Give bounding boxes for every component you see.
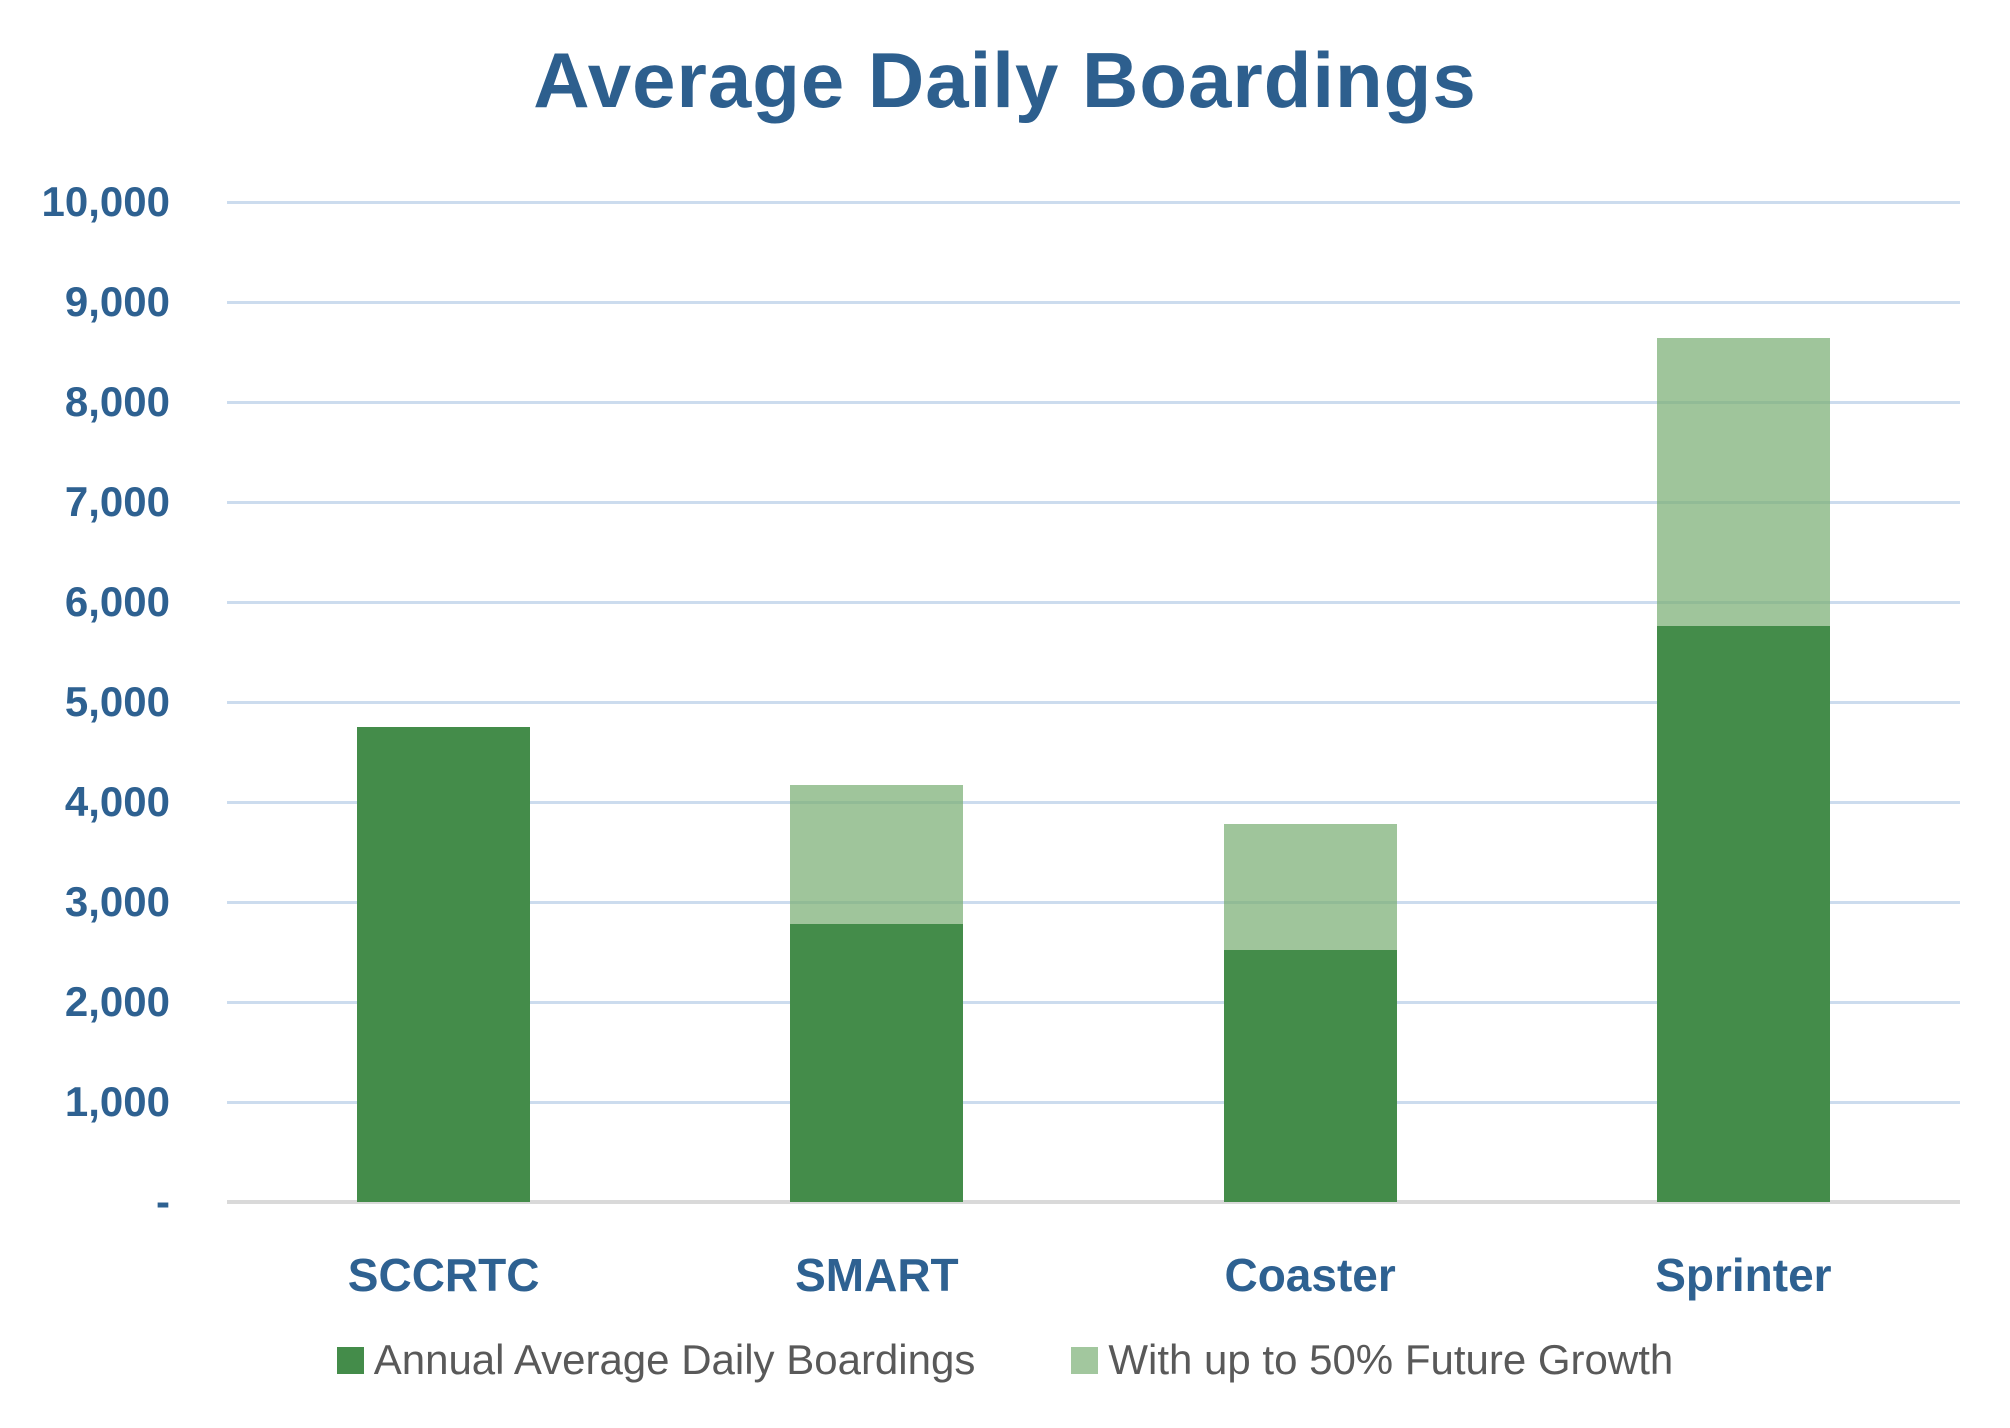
legend-swatch-annual <box>336 1346 364 1374</box>
x-axis-category-label: SCCRTC <box>347 1249 540 1301</box>
y-axis-tick-label: 7,000 <box>64 478 170 525</box>
gridline <box>227 1101 1960 1104</box>
gridline <box>227 801 1960 804</box>
legend-label: Annual Average Daily Boardings <box>373 1336 976 1383</box>
y-axis-tick-label: 3,000 <box>64 878 170 925</box>
bar-segment-annual <box>357 727 531 1202</box>
gridline <box>227 901 1960 904</box>
legend-swatch-growth <box>1071 1346 1099 1374</box>
x-axis-baseline <box>227 1200 1960 1204</box>
y-axis-tick-label: - <box>156 1178 170 1225</box>
y-axis-tick-label: 2,000 <box>64 978 170 1025</box>
gridline <box>227 401 1960 404</box>
gridline <box>227 301 1960 304</box>
plot-area <box>227 201 1960 1204</box>
bar-segment-growth <box>1656 338 1830 626</box>
y-axis-tick-label: 6,000 <box>64 578 170 625</box>
y-axis-tick-label: 5,000 <box>64 678 170 725</box>
bar-segment-annual <box>1656 626 1830 1202</box>
y-axis-tick-label: 10,000 <box>41 178 170 225</box>
legend: Annual Average Daily Boardings With up to… <box>0 1336 2010 1384</box>
y-axis-tick-label: 4,000 <box>64 778 170 825</box>
legend-label: With up to 50% Future Growth <box>1108 1336 1674 1383</box>
gridline <box>227 1001 1960 1004</box>
bar-segment-annual <box>790 924 964 1202</box>
x-axis-category-label: SMART <box>795 1249 959 1301</box>
y-axis: - 1,000 2,000 3,000 4,000 5,000 6,000 7,000 8,00… <box>0 178 170 1252</box>
y-axis-tick-label: 9,000 <box>64 278 170 325</box>
bar-segment-growth <box>1223 824 1397 950</box>
gridline <box>227 601 1960 604</box>
gridline <box>227 701 1960 704</box>
chart-title: Average Daily Boardings <box>533 36 1477 124</box>
x-axis-category-label: Sprinter <box>1655 1249 1832 1301</box>
gridline <box>227 201 1960 204</box>
y-axis-tick-label: 1,000 <box>64 1078 170 1125</box>
x-axis-category-label: Coaster <box>1224 1249 1396 1301</box>
gridline <box>227 501 1960 504</box>
bar-segment-annual <box>1223 950 1397 1202</box>
legend-item: Annual Average Daily Boardings <box>336 1336 976 1384</box>
legend-item: With up to 50% Future Growth <box>1071 1336 1673 1384</box>
bar-segment-growth <box>790 785 964 924</box>
y-axis-tick-label: 8,000 <box>64 378 170 425</box>
x-axis: SCCRTC SMART Coaster Sprinter <box>227 1248 1960 1318</box>
